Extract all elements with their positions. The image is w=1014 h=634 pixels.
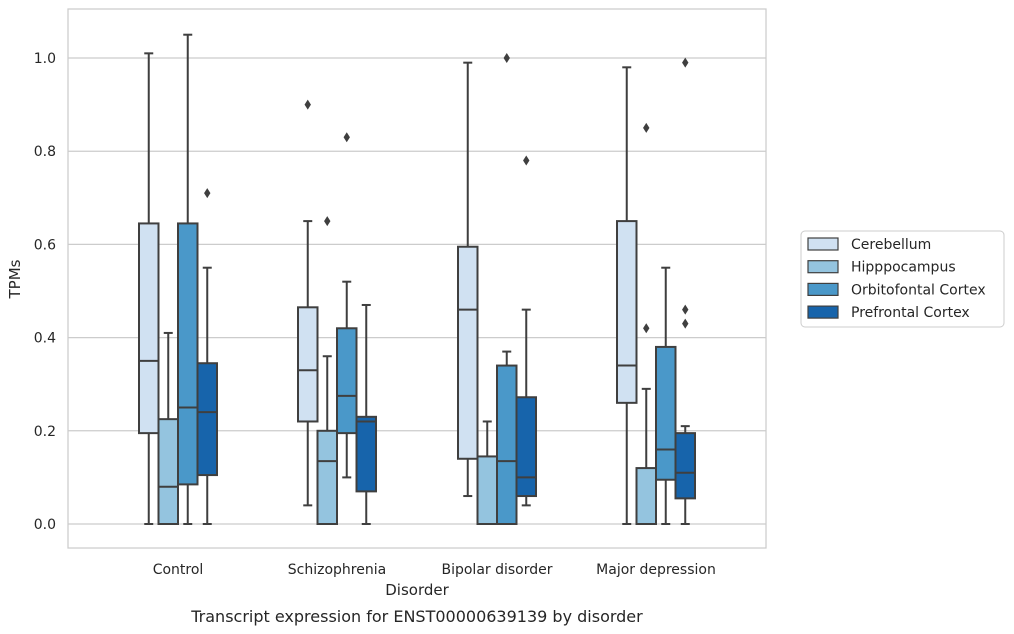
box-group bbox=[616, 66, 638, 525]
outlier-point bbox=[643, 323, 650, 334]
legend-label: Hipppocampus bbox=[851, 260, 956, 276]
legend-label: Prefrontal Cortex bbox=[851, 305, 970, 321]
y-axis-title: TPMs bbox=[6, 259, 24, 299]
box-group bbox=[316, 216, 338, 525]
y-axis-ticks: 0.0 0.2 0.4 0.6 0.8 1.0 bbox=[34, 51, 56, 533]
y-tick-label: 0.2 bbox=[34, 424, 56, 440]
box bbox=[196, 362, 218, 477]
box-group bbox=[157, 331, 179, 525]
y-tick-label: 1.0 bbox=[34, 51, 56, 67]
box-group bbox=[177, 33, 199, 525]
legend-label: Orbitofontal Cortex bbox=[851, 282, 986, 298]
outlier-point bbox=[682, 57, 689, 68]
box-group bbox=[476, 420, 498, 525]
y-tick-label: 0.8 bbox=[34, 144, 56, 160]
x-tick-label: Control bbox=[153, 562, 204, 578]
series-hipppocampus bbox=[157, 122, 657, 525]
outlier-point bbox=[204, 188, 211, 199]
series-cerebellum bbox=[138, 52, 638, 525]
x-tick-label: Schizophrenia bbox=[288, 562, 386, 578]
chart-caption: Transcript expression for ENST0000063913… bbox=[190, 607, 643, 626]
x-axis-ticks: Control Schizophrenia Bipolar disorder Majo… bbox=[153, 562, 716, 578]
outlier-point bbox=[682, 304, 689, 315]
outlier-point bbox=[304, 99, 311, 110]
box-group bbox=[297, 99, 319, 507]
legend-swatch bbox=[807, 260, 839, 274]
box bbox=[655, 345, 677, 481]
x-axis-title: Disorder bbox=[385, 581, 449, 599]
box bbox=[476, 455, 498, 525]
legend-swatch bbox=[807, 282, 839, 296]
box-group bbox=[457, 61, 479, 498]
box bbox=[138, 222, 160, 435]
box-group bbox=[496, 53, 518, 525]
y-tick-label: 0.6 bbox=[34, 237, 56, 253]
series-prefrontal-cortex bbox=[196, 57, 696, 525]
x-tick-label: Bipolar disorder bbox=[441, 562, 552, 578]
box-group bbox=[655, 266, 677, 525]
box bbox=[177, 222, 199, 486]
box bbox=[515, 396, 537, 498]
box-group bbox=[336, 132, 358, 479]
box bbox=[336, 327, 358, 435]
series-orbitofontal-cortex bbox=[177, 33, 677, 525]
box-group bbox=[138, 52, 160, 525]
outlier-point bbox=[324, 216, 331, 227]
plot-frame bbox=[67, 8, 767, 549]
box bbox=[157, 418, 179, 525]
box-group bbox=[355, 303, 377, 525]
y-tick-label: 0.0 bbox=[34, 517, 56, 533]
outlier-point bbox=[682, 318, 689, 329]
legend-frame bbox=[800, 230, 1005, 328]
outlier-point bbox=[643, 122, 650, 133]
legend-swatch bbox=[807, 305, 839, 319]
box bbox=[355, 415, 377, 493]
legend-swatch bbox=[807, 237, 839, 251]
box-group bbox=[196, 188, 218, 525]
box-group bbox=[674, 57, 696, 525]
box-series bbox=[138, 33, 696, 525]
legend-label: Cerebellum bbox=[851, 237, 931, 253]
box-group bbox=[635, 122, 657, 525]
box bbox=[616, 220, 638, 404]
x-tick-label: Major depression bbox=[596, 562, 716, 578]
box bbox=[297, 306, 319, 423]
outlier-point bbox=[523, 155, 530, 166]
box-group bbox=[515, 155, 537, 507]
outlier-point bbox=[503, 53, 510, 63]
box bbox=[457, 245, 479, 460]
box bbox=[674, 432, 696, 500]
outlier-point bbox=[343, 132, 350, 143]
y-tick-label: 0.4 bbox=[34, 331, 56, 347]
box bbox=[635, 467, 657, 525]
box bbox=[496, 364, 518, 525]
legend: Cerebellum Hipppocampus Orbitofontal Corte… bbox=[800, 230, 1005, 328]
box bbox=[316, 429, 338, 525]
